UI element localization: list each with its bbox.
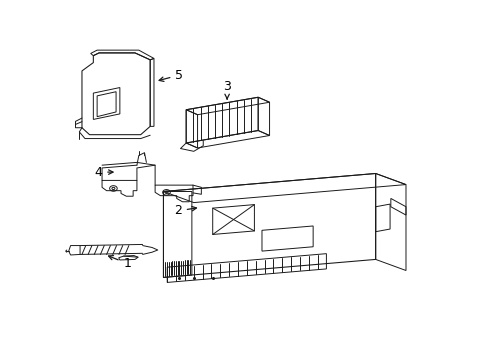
Text: 1: 1	[108, 256, 131, 270]
Text: 2: 2	[174, 204, 196, 217]
Text: 3: 3	[223, 80, 231, 99]
Text: 5: 5	[159, 68, 183, 82]
Text: 4: 4	[94, 166, 113, 179]
